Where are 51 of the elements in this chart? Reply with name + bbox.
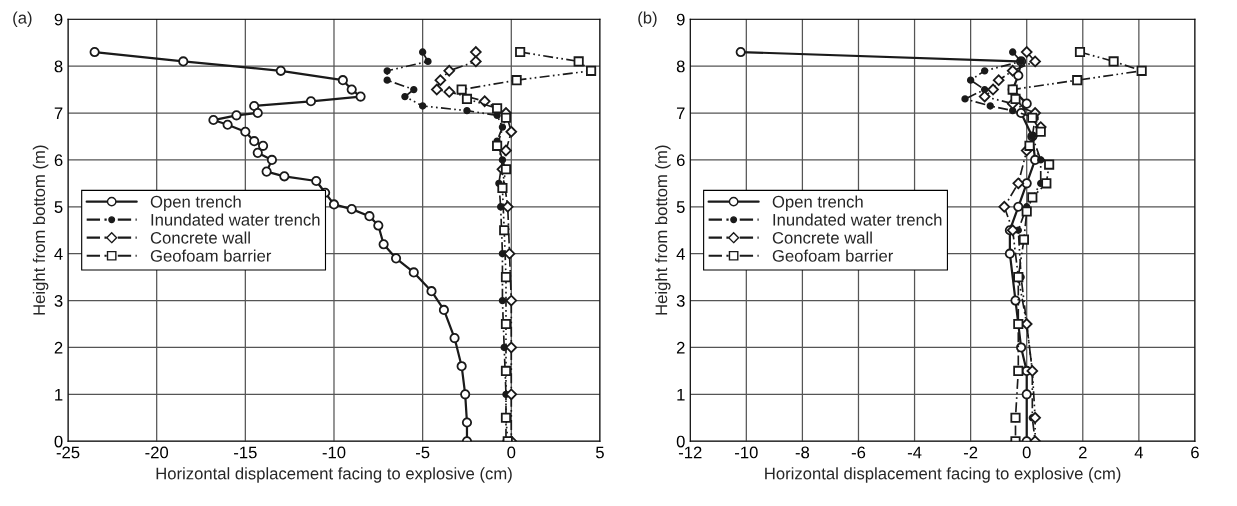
- x-tick-label: -20: [145, 446, 169, 459]
- legend-label: Inundated water trench: [773, 213, 942, 226]
- x-axis-title: Horizontal displacement facing to explosive (cm): [156, 467, 512, 483]
- x-tick-label: -6: [851, 446, 866, 459]
- y-tick-label: 1: [55, 388, 63, 401]
- legend-label: Inundated water trench: [151, 213, 320, 226]
- y-tick-label: 9: [676, 13, 685, 26]
- text: (a): [13, 11, 32, 27]
- y-axis-title: Height from bottom (m): [32, 145, 49, 315]
- legend-label: Concrete wall: [150, 231, 250, 244]
- y-tick-label: 3: [54, 294, 63, 307]
- y-tick-label: 7: [676, 107, 685, 120]
- x-tick-label: -5: [415, 446, 430, 459]
- y-tick-label: 4: [676, 248, 685, 260]
- y-tick-label: 8: [676, 60, 685, 73]
- y-tick-label: 1: [677, 388, 685, 401]
- y-tick-label: 6: [676, 154, 685, 167]
- x-tick-label: -2: [963, 446, 978, 459]
- y-tick-label: 0: [54, 435, 63, 448]
- x-tick-label: -25: [56, 446, 80, 459]
- y-tick-label: 6: [54, 154, 63, 167]
- y-tick-label: 7: [54, 107, 63, 120]
- x-tick-label: -10: [322, 446, 346, 459]
- y-tick-label: 8: [54, 60, 63, 73]
- x-tick-label: -10: [735, 446, 758, 459]
- x-tick-label: 0: [1022, 446, 1031, 459]
- y-tick-label: 2: [676, 341, 685, 354]
- x-tick-label: 5: [595, 446, 604, 459]
- x-axis-title: Horizontal displacement facing to explosive (cm): [765, 467, 1121, 483]
- x-tick-label: -15: [234, 446, 257, 459]
- text: (b): [638, 11, 657, 27]
- x-tick-label: 4: [1134, 446, 1144, 459]
- y-tick-label: 9: [54, 13, 63, 26]
- x-tick-label: 6: [1191, 446, 1199, 459]
- y-tick-label: 2: [54, 341, 63, 354]
- y-tick-label: 0: [676, 435, 685, 448]
- x-tick-label: 2: [1078, 446, 1087, 459]
- x-tick-label: -8: [795, 446, 810, 459]
- x-tick-label: 0: [507, 446, 516, 459]
- y-tick-label: 4: [54, 248, 63, 260]
- legend-label: Concrete wall: [772, 231, 872, 244]
- y-tick-label: 3: [676, 294, 685, 307]
- legend-label: Open trench: [150, 195, 241, 211]
- y-tick-label: 5: [54, 201, 63, 213]
- legend-label: Geofoam barrier: [772, 249, 894, 262]
- x-tick-label: -4: [907, 446, 922, 459]
- x-tick-label: -12: [678, 446, 702, 459]
- legend-label: Geofoam barrier: [150, 249, 272, 262]
- legend-label: Open trench: [772, 195, 863, 211]
- y-axis-title: Height from bottom (m): [655, 145, 671, 315]
- y-tick-label: 5: [676, 201, 685, 213]
